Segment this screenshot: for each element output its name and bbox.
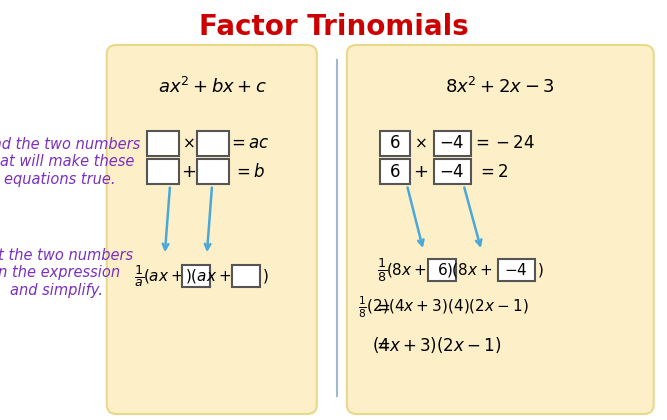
Text: $-4$: $-4$ bbox=[440, 163, 465, 181]
Text: $-4$: $-4$ bbox=[504, 262, 528, 278]
Text: $)$: $)$ bbox=[261, 267, 268, 285]
Text: $=$: $=$ bbox=[373, 336, 390, 354]
Text: $= 2$: $= 2$ bbox=[476, 163, 508, 181]
Text: $(8x+$: $(8x+$ bbox=[386, 261, 428, 279]
FancyBboxPatch shape bbox=[434, 131, 471, 156]
FancyBboxPatch shape bbox=[428, 259, 456, 281]
Text: $+$: $+$ bbox=[181, 163, 195, 181]
FancyBboxPatch shape bbox=[197, 131, 229, 156]
Text: $6$: $6$ bbox=[389, 134, 401, 152]
Text: $=$: $=$ bbox=[373, 298, 390, 316]
Text: Factor Trinomials: Factor Trinomials bbox=[199, 13, 468, 41]
Text: $\times$: $\times$ bbox=[181, 136, 195, 151]
Text: $(4x+3)(2x-1)$: $(4x+3)(2x-1)$ bbox=[372, 335, 502, 355]
Text: $= b$: $= b$ bbox=[233, 163, 265, 181]
FancyBboxPatch shape bbox=[498, 259, 535, 281]
Text: $= ac$: $= ac$ bbox=[228, 134, 269, 152]
Text: $)$: $)$ bbox=[537, 261, 544, 279]
Text: $)(8x+$: $)(8x+$ bbox=[446, 261, 493, 279]
Text: $6$: $6$ bbox=[437, 262, 448, 278]
FancyBboxPatch shape bbox=[107, 45, 317, 414]
FancyBboxPatch shape bbox=[380, 131, 410, 156]
Text: $)(ax+$: $)(ax+$ bbox=[185, 267, 231, 285]
Text: $\times$: $\times$ bbox=[414, 136, 427, 151]
FancyBboxPatch shape bbox=[232, 265, 260, 287]
Text: $8x^2 + 2x - 3$: $8x^2 + 2x - 3$ bbox=[446, 77, 555, 97]
FancyBboxPatch shape bbox=[147, 159, 179, 184]
Text: $-4$: $-4$ bbox=[440, 134, 465, 152]
Text: $ax^2 + bx + c$: $ax^2 + bx + c$ bbox=[157, 77, 267, 97]
Text: $(ax+$: $(ax+$ bbox=[143, 267, 183, 285]
Text: $\frac{1}{8}(2)(4x+3)(4)(2x-1)$: $\frac{1}{8}(2)(4x+3)(4)(2x-1)$ bbox=[358, 294, 529, 320]
Text: $= -24$: $= -24$ bbox=[472, 134, 535, 152]
Text: Find the two numbers
that will make these
equations true.: Find the two numbers that will make thes… bbox=[0, 137, 140, 187]
Text: $6$: $6$ bbox=[389, 163, 401, 181]
FancyBboxPatch shape bbox=[347, 45, 654, 414]
Text: Put the two numbers
in the expression
and simplify.: Put the two numbers in the expression an… bbox=[0, 248, 133, 298]
FancyBboxPatch shape bbox=[182, 265, 210, 287]
Text: $\frac{1}{a}$: $\frac{1}{a}$ bbox=[133, 263, 144, 289]
FancyBboxPatch shape bbox=[147, 131, 179, 156]
Text: $\frac{1}{8}$: $\frac{1}{8}$ bbox=[376, 256, 387, 284]
Text: $+$: $+$ bbox=[413, 163, 428, 181]
FancyBboxPatch shape bbox=[434, 159, 471, 184]
FancyBboxPatch shape bbox=[197, 159, 229, 184]
FancyBboxPatch shape bbox=[380, 159, 410, 184]
